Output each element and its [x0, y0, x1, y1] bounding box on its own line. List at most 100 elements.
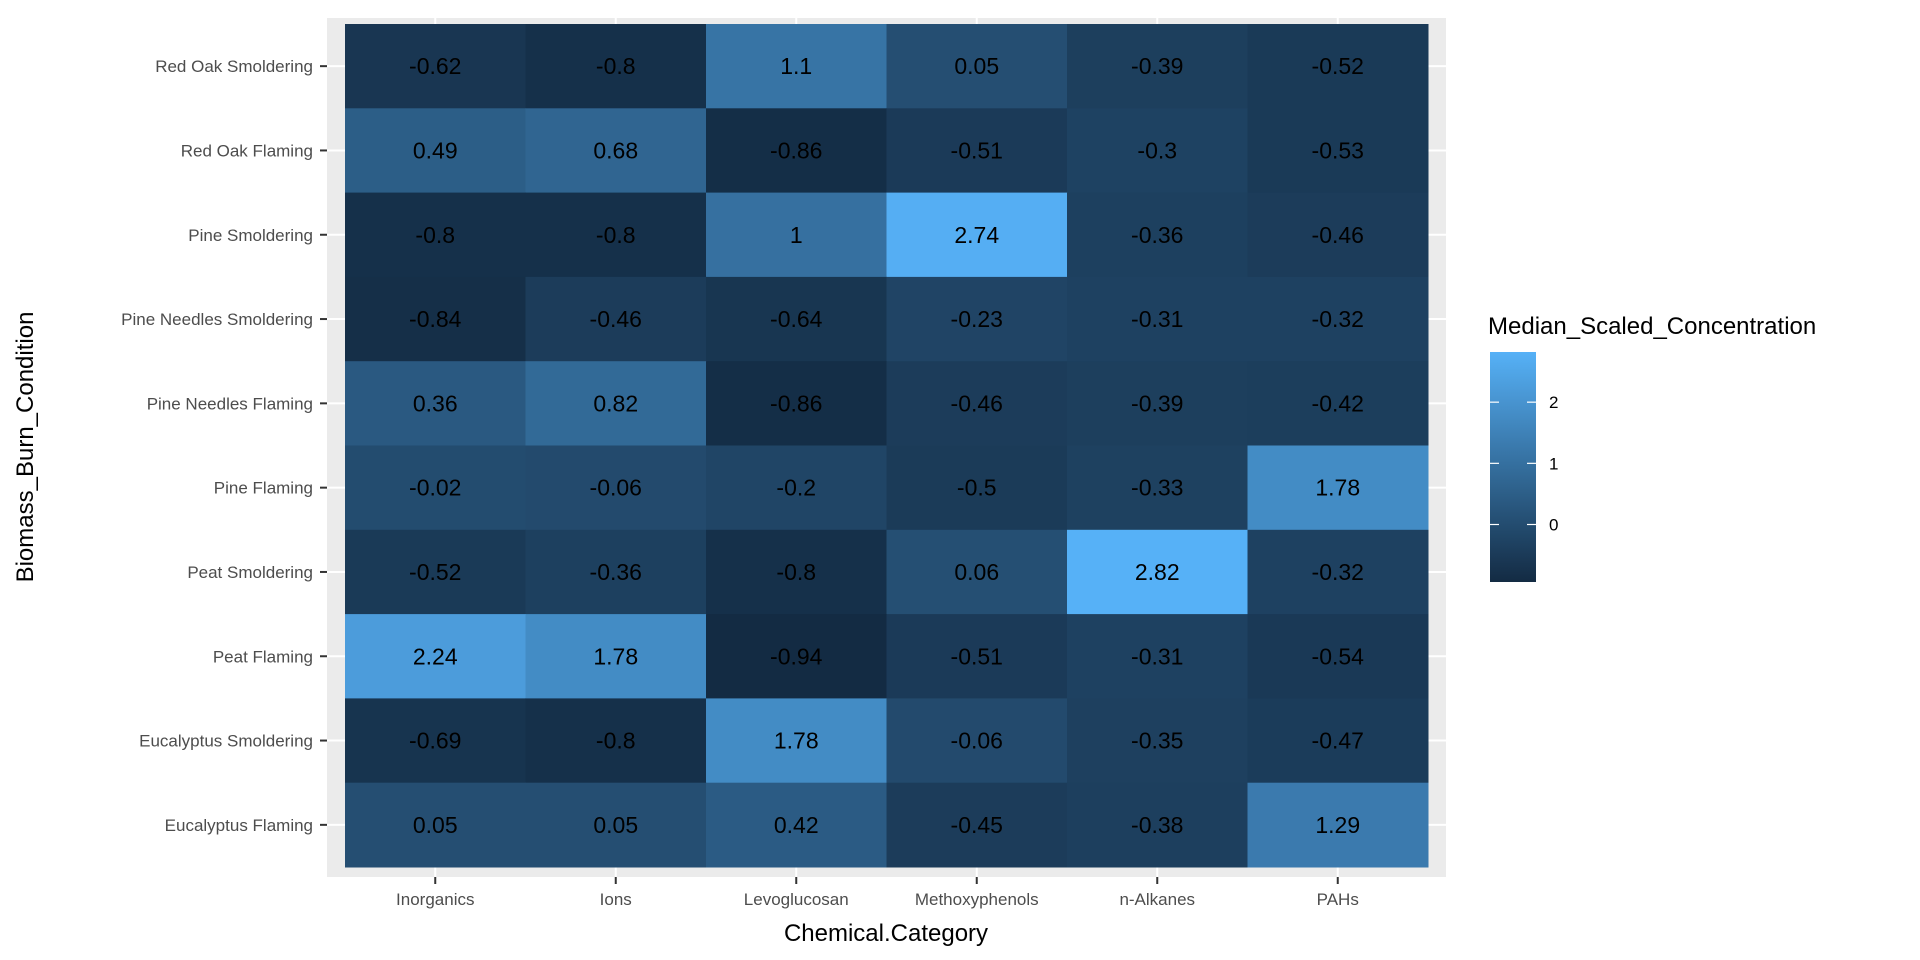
cell-value-label: -0.8 [596, 728, 636, 754]
cell-value-label: -0.39 [1131, 390, 1183, 416]
heatmap-tile [1067, 361, 1248, 446]
cell-value-label: -0.39 [1131, 53, 1183, 79]
x-axis: Inorganics Ions Levoglucosan Methoxyphenols… [396, 877, 1359, 909]
cell-value-label: 2.74 [954, 222, 999, 248]
cell-value-label: -0.94 [770, 643, 823, 669]
heatmap-tile [706, 192, 887, 278]
y-tick-label: Pine Needles Flaming [147, 394, 313, 413]
cell-value-label: -0.32 [1312, 559, 1364, 585]
legend-ticks: 2 1 0 [1490, 393, 1558, 535]
cell-value-label: -0.62 [409, 53, 461, 79]
heatmap-tile [345, 24, 526, 109]
cell-value-label: -0.46 [590, 306, 642, 332]
heatmap-tile [886, 698, 1068, 784]
x-tick-label: n-Alkanes [1119, 890, 1195, 909]
cell-value-label: -0.47 [1312, 728, 1364, 754]
cell-value-label: 0.05 [954, 53, 999, 79]
heatmap-tile [886, 782, 1068, 868]
cell-value-label: -0.06 [951, 728, 1003, 754]
cell-value-label: -0.8 [415, 222, 455, 248]
cell-value-label: -0.36 [590, 559, 642, 585]
cell-value-label: -0.35 [1131, 728, 1183, 754]
heatmap-tile [1067, 24, 1248, 109]
cell-value-label: -0.46 [951, 390, 1003, 416]
cell-value-label: 0.36 [413, 390, 458, 416]
heatmap-tile [1247, 192, 1429, 278]
heatmap-tile [1067, 276, 1248, 362]
y-tick-label: Pine Needles Smoldering [121, 310, 313, 329]
heatmap-tile [1247, 361, 1429, 446]
legend-tick-label: 2 [1549, 393, 1558, 412]
heatmap-tile [345, 698, 526, 784]
x-tick-label: Ions [600, 890, 632, 909]
cell-value-label: -0.8 [776, 559, 816, 585]
heatmap-tile [886, 24, 1068, 109]
cell-value-label: -0.52 [1312, 53, 1364, 79]
legend-tick-label: 1 [1549, 454, 1558, 473]
legend-tick-label: 0 [1549, 516, 1558, 535]
cell-value-label: -0.42 [1312, 390, 1364, 416]
cell-value-label: 1.78 [1315, 475, 1360, 501]
cell-value-label: -0.51 [951, 137, 1003, 163]
cell-value-label: 0.06 [954, 559, 999, 585]
heatmap-tile [706, 782, 887, 868]
heatmap-tile [525, 698, 707, 784]
cell-value-label: -0.53 [1312, 137, 1364, 163]
heatmap-tile [706, 614, 887, 699]
heatmap-tile [345, 361, 526, 446]
cell-value-label: -0.2 [776, 475, 816, 501]
heatmap-tiles [345, 24, 1429, 868]
heatmap-tile [886, 108, 1068, 194]
heatmap-tile [886, 529, 1068, 615]
legend-title: Median_Scaled_Concentration [1488, 313, 1816, 340]
y-tick-label: Red Oak Flaming [181, 141, 313, 160]
cell-value-label: 1 [790, 222, 803, 248]
cell-value-label: -0.69 [409, 728, 461, 754]
cell-value-label: -0.06 [590, 475, 642, 501]
y-axis-title: Biomass_Burn_Condition [12, 312, 39, 583]
heatmap-tile [1247, 614, 1429, 699]
legend-colorbar [1490, 352, 1536, 582]
heatmap-tile [1247, 782, 1429, 868]
heatmap-tile [1247, 698, 1429, 784]
cell-value-label: -0.86 [770, 390, 822, 416]
heatmap-tile [345, 445, 526, 531]
cell-value-label: -0.52 [409, 559, 461, 585]
heatmap-tile [1067, 529, 1248, 615]
heatmap-tile [1247, 529, 1429, 615]
cell-value-label: 1.78 [593, 643, 638, 669]
y-tick-label: Pine Flaming [214, 479, 313, 498]
cell-value-label: -0.3 [1137, 137, 1177, 163]
heatmap-tile [525, 361, 707, 446]
heatmap-tile [525, 24, 707, 109]
heatmap-tile [886, 614, 1068, 699]
cell-value-label: -0.02 [409, 475, 461, 501]
heatmap-tile [1067, 108, 1248, 194]
heatmap-tile [706, 276, 887, 362]
heatmap-tile [1247, 24, 1429, 109]
x-tick-label: Levoglucosan [744, 890, 849, 909]
cell-value-label: 1.1 [780, 53, 812, 79]
heatmap-tile [1247, 445, 1429, 531]
cell-value-label: -0.45 [951, 812, 1003, 838]
x-tick-label: Methoxyphenols [915, 890, 1039, 909]
heatmap-tile [706, 529, 887, 615]
x-axis-title: Chemical.Category [784, 920, 988, 947]
heatmap-tile [1247, 108, 1429, 194]
heatmap-tile [886, 276, 1068, 362]
heatmap-tile [706, 24, 887, 109]
cell-value-label: 0.05 [413, 812, 458, 838]
y-axis: Red Oak Smoldering Red Oak Flaming Pine Sm… [121, 57, 327, 835]
heatmap-tile [525, 445, 707, 531]
heatmap-tile [1067, 445, 1248, 531]
cell-value-label: 1.78 [774, 728, 819, 754]
heatmap-tile [706, 361, 887, 446]
cell-value-label: -0.32 [1312, 306, 1364, 332]
heatmap-tile [1067, 614, 1248, 699]
cell-value-label: -0.8 [596, 53, 636, 79]
heatmap-tile [525, 614, 707, 699]
heatmap-tile [345, 276, 526, 362]
heatmap-tile [706, 445, 887, 531]
heatmap-tile [345, 782, 526, 868]
